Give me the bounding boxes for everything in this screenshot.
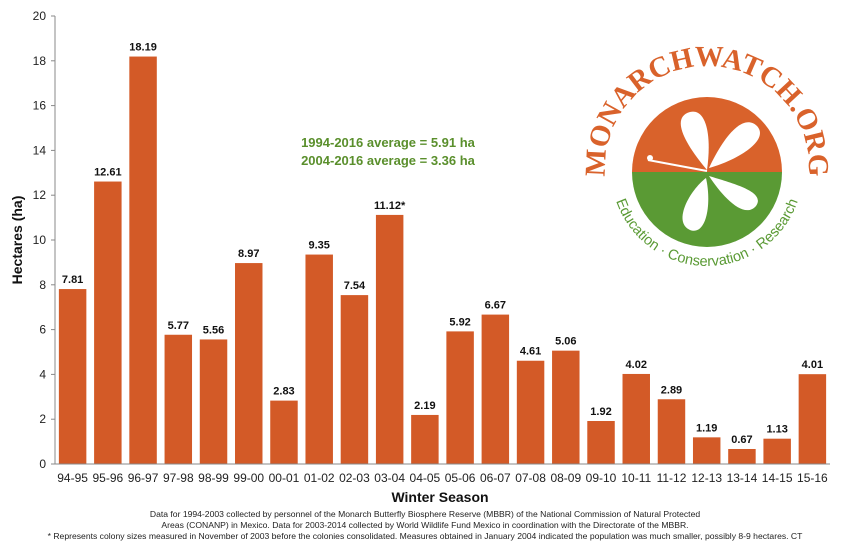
- x-tick-label: 95-96: [92, 471, 123, 485]
- average-2004-2016: 2004-2016 average = 3.36 ha: [301, 153, 476, 168]
- x-tick-label: 03-04: [374, 471, 405, 485]
- y-tick-label: 0: [39, 457, 46, 471]
- bar-value-label: 4.01: [802, 359, 823, 371]
- bar: [199, 339, 228, 464]
- bar: [446, 331, 474, 464]
- x-tick-label: 10-11: [621, 471, 651, 485]
- bar-value-label: 1.19: [696, 422, 717, 434]
- x-tick-label: 02-03: [339, 471, 370, 485]
- bar-value-label: 2.19: [414, 400, 435, 412]
- bar-value-label: 9.35: [308, 240, 329, 252]
- x-tick-label: 97-98: [163, 471, 194, 485]
- bar-value-label: 5.92: [449, 316, 470, 328]
- footnote-line-3: * Represents colony sizes measured in No…: [47, 531, 803, 541]
- x-tick-label: 05-06: [445, 471, 476, 485]
- y-tick-label: 16: [33, 99, 47, 113]
- bar-value-label: 6.67: [485, 300, 506, 312]
- butterfly-icon: [647, 111, 760, 231]
- x-tick-label: 08-09: [550, 471, 581, 485]
- x-tick-label: 94-95: [57, 471, 88, 485]
- bar: [798, 374, 827, 464]
- monarch-watch-logo: MONARCHWATCH.ORG Education · Conservatio…: [579, 41, 834, 270]
- bar: [728, 448, 756, 464]
- bar-value-label: 5.06: [555, 336, 576, 348]
- bar-value-label: 18.19: [129, 42, 157, 54]
- x-tick-label: 14-15: [762, 471, 793, 485]
- bar-value-label: 7.81: [62, 274, 83, 286]
- bar: [587, 420, 615, 464]
- y-tick-label: 10: [33, 233, 47, 247]
- average-1994-2016: 1994-2016 average = 5.91 ha: [301, 135, 476, 150]
- x-tick-label: 12-13: [691, 471, 722, 485]
- footnote-line-2: Areas (CONANP) in Mexico. Data for 2003-…: [161, 520, 689, 530]
- bar-value-label: 4.61: [520, 346, 541, 358]
- bar: [516, 360, 545, 464]
- y-axis-title: Hectares (ha): [9, 196, 25, 285]
- x-tick-label: 00-01: [269, 471, 300, 485]
- bar: [763, 438, 791, 464]
- y-tick-label: 6: [39, 323, 46, 337]
- bar: [94, 181, 122, 464]
- x-tick-label: 07-08: [515, 471, 546, 485]
- bar-value-label: 12.61: [94, 167, 122, 179]
- y-tick-label: 18: [33, 54, 47, 68]
- bar-value-label: 11.12*: [374, 200, 406, 212]
- bar-value-label: 1.92: [590, 406, 611, 418]
- bar: [622, 373, 650, 464]
- y-tick-label: 20: [33, 9, 47, 23]
- bar-value-label: 2.89: [661, 384, 682, 396]
- bar: [270, 400, 298, 464]
- footnote-line-1: Data for 1994-2003 collected by personne…: [149, 509, 701, 519]
- bar: [692, 437, 721, 464]
- bar: [58, 289, 87, 464]
- x-tick-label: 15-16: [797, 471, 828, 485]
- bar: [375, 214, 404, 464]
- bar-value-label: 7.54: [344, 280, 366, 292]
- y-tick-label: 8: [39, 278, 46, 292]
- bar: [481, 314, 510, 464]
- bar: [164, 334, 193, 464]
- bar: [129, 56, 157, 464]
- bar-value-label: 5.56: [203, 324, 224, 336]
- bar: [235, 263, 263, 464]
- x-tick-label: 98-99: [198, 471, 229, 485]
- bar-value-label: 1.13: [766, 424, 787, 436]
- x-tick-label: 06-07: [480, 471, 511, 485]
- x-axis: 94-95 95-96 96-97 97-98 98-99 99-00 00-01 01-02…: [55, 463, 830, 485]
- bar-value-label: 2.83: [273, 386, 294, 398]
- y-axis: 0 2 4 6 8 10 12 14 16 18 20: [33, 9, 56, 471]
- bar: [552, 350, 580, 464]
- bar-value-label: 4.02: [626, 359, 647, 371]
- bars: 7.81 12.61 18.19 5.77 5.56 8.97 2.83 9.35 7.54 11…: [58, 42, 827, 464]
- bar-value-label: 5.77: [168, 320, 189, 332]
- y-tick-label: 12: [33, 188, 47, 202]
- bar: [305, 254, 333, 464]
- x-axis-title: Winter Season: [391, 489, 488, 505]
- bar: [340, 295, 369, 464]
- y-tick-label: 4: [39, 367, 46, 381]
- y-tick-label: 2: [39, 412, 46, 426]
- x-tick-label: 11-12: [657, 471, 687, 485]
- x-tick-label: 99-00: [233, 471, 264, 485]
- x-tick-label: 09-10: [586, 471, 617, 485]
- x-tick-label: 96-97: [128, 471, 159, 485]
- y-tick-label: 14: [33, 143, 47, 157]
- bar-value-label: 0.67: [731, 434, 752, 446]
- bar: [411, 414, 439, 464]
- x-tick-label: 04-05: [410, 471, 441, 485]
- bar: [657, 399, 686, 464]
- x-tick-label: 13-14: [727, 471, 758, 485]
- bar-value-label: 8.97: [238, 248, 259, 260]
- x-tick-label: 01-02: [304, 471, 335, 485]
